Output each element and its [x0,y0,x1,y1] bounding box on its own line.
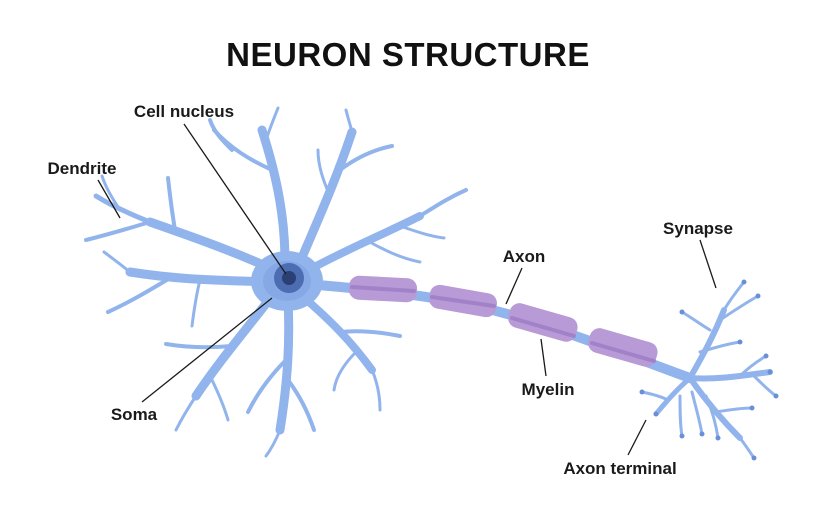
synaptic-knob [699,431,705,437]
terminal-branch [722,280,746,312]
dendrite-branch [264,106,280,142]
synaptic-knob [737,339,743,345]
leader-axon [505,267,523,305]
dendrite-branch [145,217,275,273]
dendrite-branch [190,278,202,328]
dendrite-branch [338,144,394,172]
dendrite-branch [208,118,234,152]
dendrite-branch [398,224,446,240]
terminal-branch [640,390,670,402]
dendrite-branch [93,193,153,225]
dendrite-branch [125,267,271,287]
synaptic-knob [749,405,755,411]
label-cell-nucleus: Cell nucleus [134,102,234,121]
synaptic-knob [763,353,769,359]
leader-synapse [699,239,717,289]
terminal-branch [714,406,754,414]
leader-dendrite [97,179,121,219]
dendrite-branch [166,176,177,232]
dendrite-branch [102,250,132,274]
dendrite-branch [275,295,294,435]
dendrite-branch [246,358,288,414]
terminal-branch [690,390,704,436]
terminal-branch [653,375,693,417]
dendrite-branch [286,378,316,432]
myelin-core [350,285,656,363]
terminal-branch [718,294,760,322]
dendrite-branch [100,174,122,212]
terminal-branch [680,310,712,332]
terminal-branch [704,394,720,440]
synaptic-knob [639,389,645,395]
synaptic-knobs [639,279,779,461]
synaptic-knob [767,369,773,375]
dendrite-branch [316,148,332,198]
leader-cell-nucleus [183,123,287,275]
synaptic-knob [751,455,757,461]
dendrite-branch [106,276,172,314]
terminal-branch [678,394,684,438]
terminal-branch [687,369,773,382]
synaptic-knob [741,279,747,285]
myelin-sheath [588,328,658,367]
leader-lines [97,123,717,456]
label-dendrite: Dendrite [48,159,117,178]
neuron [84,106,779,461]
terminal-branch [738,436,756,460]
labels: Cell nucleus Dendrite Axon Synapse Myeli… [48,102,733,478]
terminal-branch [750,372,778,398]
terminal-branch [687,375,743,441]
dendrite-branch [84,220,152,242]
dendrite-branch [174,394,198,432]
dendrite-branch [264,428,282,458]
dendrite-branch [208,374,230,422]
dendrite-branch [332,350,358,392]
dendrite-branch [418,188,468,218]
synaptic-knob [715,435,721,441]
dendrite-branch [370,368,382,412]
leader-myelin [540,338,547,377]
synaptic-knob [755,293,761,299]
label-synapse: Synapse [663,219,733,238]
diagram-title: NEURON STRUCTURE [226,36,590,73]
dendrite-branch [364,238,422,264]
synaptic-knob [679,433,685,439]
label-axon-terminal: Axon terminal [563,459,676,478]
label-myelin: Myelin [522,380,575,399]
leader-soma [141,297,273,403]
dendrite-branch [295,127,357,267]
synaptic-knob [773,393,779,399]
synaptic-knob [653,411,659,417]
myelin-sheath [508,303,578,342]
myelin-sheaths [348,275,658,367]
label-soma: Soma [111,405,158,424]
terminal-branch [698,340,742,354]
dendrites [84,106,468,458]
dendrite-branch [344,108,354,134]
nucleus-inner [282,271,296,285]
dendrite-branch [338,329,402,338]
leader-axon-terminal [627,419,647,456]
synaptic-knob [679,309,685,315]
axon-terminal-branches [640,280,778,460]
dendrite-branch [257,125,290,267]
dendrite-branch [301,212,424,276]
dendrite-branch [164,342,234,350]
label-axon: Axon [503,247,546,266]
terminal-branch [738,354,768,378]
